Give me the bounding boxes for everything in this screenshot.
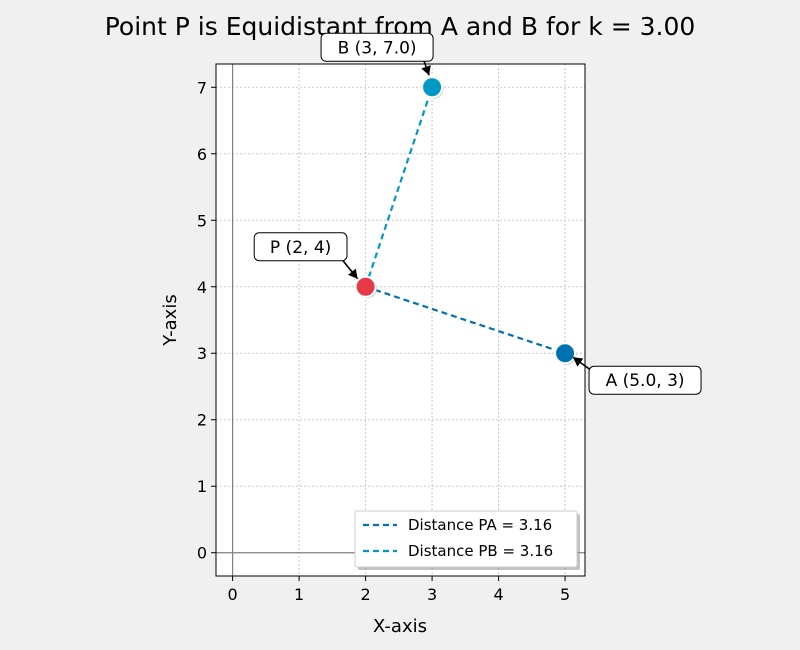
point-B [421, 76, 444, 99]
legend-box [354, 510, 578, 568]
x-tick-label: 1 [294, 585, 304, 604]
y-tick-label: 5 [197, 211, 207, 230]
annotation-arrowhead-A [573, 357, 584, 367]
series-lines [364, 86, 566, 355]
point-P [354, 275, 377, 298]
annotation-box-P [253, 232, 348, 262]
plot-area [216, 64, 585, 576]
legend: Distance PA = 3.16 Distance PB = 3.16 [354, 510, 580, 570]
y-tick-label: 1 [197, 477, 207, 496]
y-tick-label: 6 [197, 145, 207, 164]
legend-label: Distance PB = 3.16 [408, 542, 553, 560]
annotation-label-P: P (2, 4) [270, 238, 331, 258]
points [354, 76, 577, 365]
y-tick-label: 7 [197, 78, 207, 97]
distance-line-PA [365, 285, 566, 355]
x-tick-label: 0 [228, 585, 238, 604]
annotation-label-B: B (3, 7.0) [338, 38, 417, 58]
distance-line-PB [364, 86, 434, 288]
x-tick-label: 5 [560, 585, 570, 604]
x-tick-label: 4 [493, 585, 503, 604]
annotations: A (5.0, 3) B (3, 7.0) P (2, 4) [253, 32, 702, 395]
y-axis-label: Y-axis [160, 294, 181, 346]
annotation-box-B [320, 32, 434, 62]
ticks: 0 1 2 3 4 5 0 1 2 3 4 5 6 7 [197, 78, 570, 604]
x-axis-label: X-axis [373, 616, 427, 637]
annotation-arrowhead-P [348, 268, 358, 279]
point-A [554, 342, 577, 365]
plot-frame [215, 63, 586, 577]
annotation-label-A: A (5.0, 3) [606, 371, 685, 391]
y-tick-label: 3 [197, 344, 207, 363]
y-tick-label: 0 [197, 544, 207, 563]
legend-label: Distance PA = 3.16 [408, 516, 552, 534]
annotation-arrowhead-B [421, 65, 431, 76]
annotation-box-A [588, 365, 702, 395]
x-tick-label: 3 [427, 585, 437, 604]
y-tick-label: 2 [197, 411, 207, 430]
y-tick-label: 4 [197, 278, 207, 297]
x-tick-label: 2 [361, 585, 371, 604]
